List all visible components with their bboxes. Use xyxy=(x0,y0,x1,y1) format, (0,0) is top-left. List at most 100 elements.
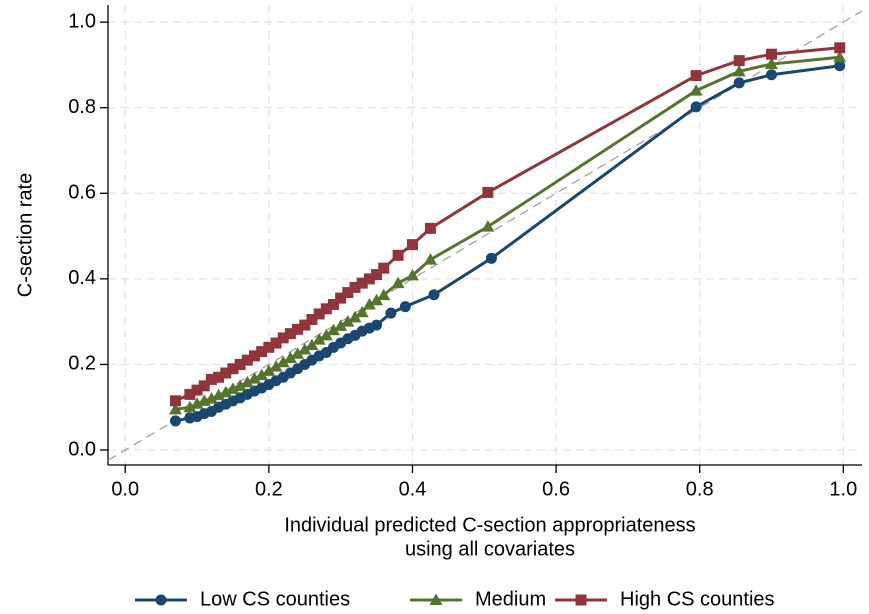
marker xyxy=(335,292,347,304)
y-tick-label: 0.8 xyxy=(68,96,96,118)
x-axis-label: Individual predicted C-section appropria… xyxy=(284,514,695,536)
marker xyxy=(227,363,239,375)
marker xyxy=(575,594,587,606)
marker xyxy=(299,319,311,331)
marker xyxy=(405,268,419,281)
x-tick-label: 0.8 xyxy=(686,478,714,500)
marker xyxy=(284,328,296,340)
marker xyxy=(292,323,304,335)
x-axis-label: using all covariates xyxy=(405,538,575,560)
marker xyxy=(327,299,339,311)
marker xyxy=(342,287,354,299)
marker xyxy=(362,298,376,310)
marker xyxy=(326,323,340,336)
marker xyxy=(233,379,247,391)
marker xyxy=(190,397,204,409)
marker xyxy=(732,64,746,77)
marker xyxy=(212,388,226,401)
marker xyxy=(385,307,397,319)
marker xyxy=(733,55,745,67)
marker xyxy=(220,367,232,379)
marker xyxy=(277,332,289,344)
x-tick-label: 0.6 xyxy=(542,478,570,500)
marker xyxy=(429,593,443,605)
marker xyxy=(169,402,183,415)
marker xyxy=(689,84,703,96)
x-tick-label: 0.2 xyxy=(255,478,283,500)
marker xyxy=(263,341,275,353)
marker xyxy=(348,310,362,323)
marker xyxy=(270,337,282,349)
marker xyxy=(248,350,260,362)
marker xyxy=(291,347,305,359)
marker xyxy=(377,288,391,301)
legend-label: High CS counties xyxy=(620,588,775,610)
y-tick-label: 0.2 xyxy=(68,353,96,375)
marker xyxy=(481,220,495,232)
marker xyxy=(262,364,276,376)
marker xyxy=(305,338,319,351)
marker xyxy=(213,371,225,383)
marker xyxy=(184,388,196,400)
marker xyxy=(276,355,290,368)
marker xyxy=(306,314,318,326)
y-tick-label: 0.4 xyxy=(68,267,96,289)
marker xyxy=(690,70,702,82)
marker xyxy=(312,333,326,345)
y-tick-label: 0.6 xyxy=(68,182,96,204)
marker xyxy=(191,384,203,396)
reference-line xyxy=(107,10,863,461)
marker xyxy=(424,222,436,234)
marker xyxy=(170,415,182,427)
marker xyxy=(834,42,846,54)
marker xyxy=(170,395,182,407)
marker xyxy=(378,262,390,274)
marker xyxy=(313,308,325,320)
marker xyxy=(392,249,404,261)
marker xyxy=(183,400,197,413)
marker xyxy=(766,69,778,81)
marker xyxy=(833,50,847,63)
x-tick-label: 1.0 xyxy=(829,478,857,500)
marker xyxy=(406,239,418,251)
marker xyxy=(834,60,846,72)
marker xyxy=(319,328,333,341)
marker xyxy=(247,372,261,384)
marker xyxy=(198,380,210,392)
legend-label: Low CS counties xyxy=(200,588,350,610)
marker xyxy=(219,385,233,398)
marker xyxy=(370,293,384,306)
marker xyxy=(371,319,383,331)
marker xyxy=(256,346,268,358)
marker xyxy=(283,351,297,364)
marker xyxy=(733,77,745,89)
marker xyxy=(690,101,702,113)
y-axis-label: C-section rate xyxy=(14,173,36,298)
marker xyxy=(234,358,246,370)
x-tick-label: 0.4 xyxy=(399,478,427,500)
x-tick-label: 0.0 xyxy=(111,478,139,500)
marker xyxy=(204,392,218,404)
marker xyxy=(320,303,332,315)
marker xyxy=(482,186,494,198)
marker xyxy=(240,375,254,388)
marker xyxy=(349,281,361,293)
marker xyxy=(298,342,312,355)
marker xyxy=(399,301,411,313)
series-line xyxy=(175,55,840,411)
marker xyxy=(371,269,383,281)
marker xyxy=(485,252,497,264)
marker xyxy=(341,315,355,327)
marker xyxy=(205,373,217,385)
marker xyxy=(765,57,779,70)
marker xyxy=(423,253,437,265)
marker xyxy=(363,273,375,285)
marker xyxy=(255,368,269,381)
y-tick-label: 0.0 xyxy=(68,438,96,460)
marker xyxy=(428,289,440,301)
y-tick-label: 1.0 xyxy=(68,10,96,32)
marker xyxy=(155,594,167,606)
marker xyxy=(766,48,778,60)
marker xyxy=(356,277,368,289)
marker xyxy=(226,382,240,394)
